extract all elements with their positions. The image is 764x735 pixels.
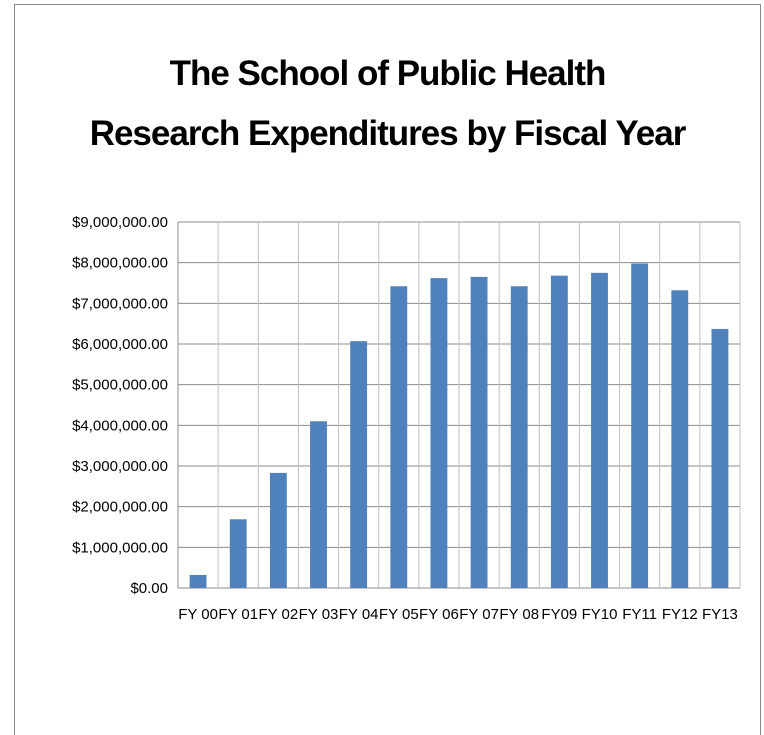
chart-title-line-1: The School of Public Health xyxy=(169,54,607,93)
bar xyxy=(470,276,488,588)
x-tick-label: FY13 xyxy=(702,606,738,623)
bar xyxy=(671,290,689,588)
y-tick-labels: $0.00 $1,000,000.00 $2,000,000.00 $3,000,00… xyxy=(72,214,168,597)
bar xyxy=(711,328,729,588)
y-tick-label: $2,000,000.00 xyxy=(72,499,168,516)
x-tick-label: FY 06 xyxy=(419,606,459,623)
y-tick-label: $3,000,000.00 xyxy=(72,458,168,475)
bar xyxy=(591,272,608,588)
x-tick-label: FY09 xyxy=(541,606,577,623)
x-tick-label: FY 08 xyxy=(499,606,539,623)
y-tick-label: $8,000,000.00 xyxy=(72,255,168,272)
x-tick-label: FY12 xyxy=(662,606,698,623)
chart-title-line-2: Research Expenditures by Fiscal Year xyxy=(89,114,687,153)
bar xyxy=(350,341,368,588)
x-tick-label: FY 02 xyxy=(258,606,298,623)
bar xyxy=(229,519,247,588)
bar xyxy=(310,421,327,588)
y-tick-label: $4,000,000.00 xyxy=(72,417,168,434)
x-tick-label: FY 04 xyxy=(339,606,379,623)
x-tick-labels: FY 00 FY 01 FY 02 FY 03 FY 04 FY 05 FY 06 FY 07… xyxy=(178,606,738,623)
y-tick-label: $0.00 xyxy=(130,580,168,597)
x-tick-label: FY 07 xyxy=(459,606,499,623)
bar xyxy=(550,275,568,588)
bar xyxy=(430,278,448,588)
x-tick-label: FY 03 xyxy=(299,606,339,623)
y-tick-label: $1,000,000.00 xyxy=(72,539,168,556)
grid-lines xyxy=(177,221,741,589)
y-tick-label: $9,000,000.00 xyxy=(72,214,168,231)
bar xyxy=(631,263,649,588)
x-tick-label: FY 00 xyxy=(178,606,218,623)
bars xyxy=(189,263,729,588)
x-tick-label: FY 05 xyxy=(379,606,419,623)
x-tick-label: FY10 xyxy=(582,606,618,623)
bar xyxy=(189,574,207,588)
bar xyxy=(510,286,528,588)
bar xyxy=(390,286,408,588)
y-tick-label: $7,000,000.00 xyxy=(72,295,168,312)
y-tick-label: $6,000,000.00 xyxy=(72,336,168,353)
bar xyxy=(269,472,287,588)
chart-title: The School of Public Health Research Exp… xyxy=(14,44,761,164)
x-tick-label: FY 01 xyxy=(218,606,258,623)
y-tick-label: $5,000,000.00 xyxy=(72,377,168,394)
x-tick-label: FY11 xyxy=(622,606,657,623)
